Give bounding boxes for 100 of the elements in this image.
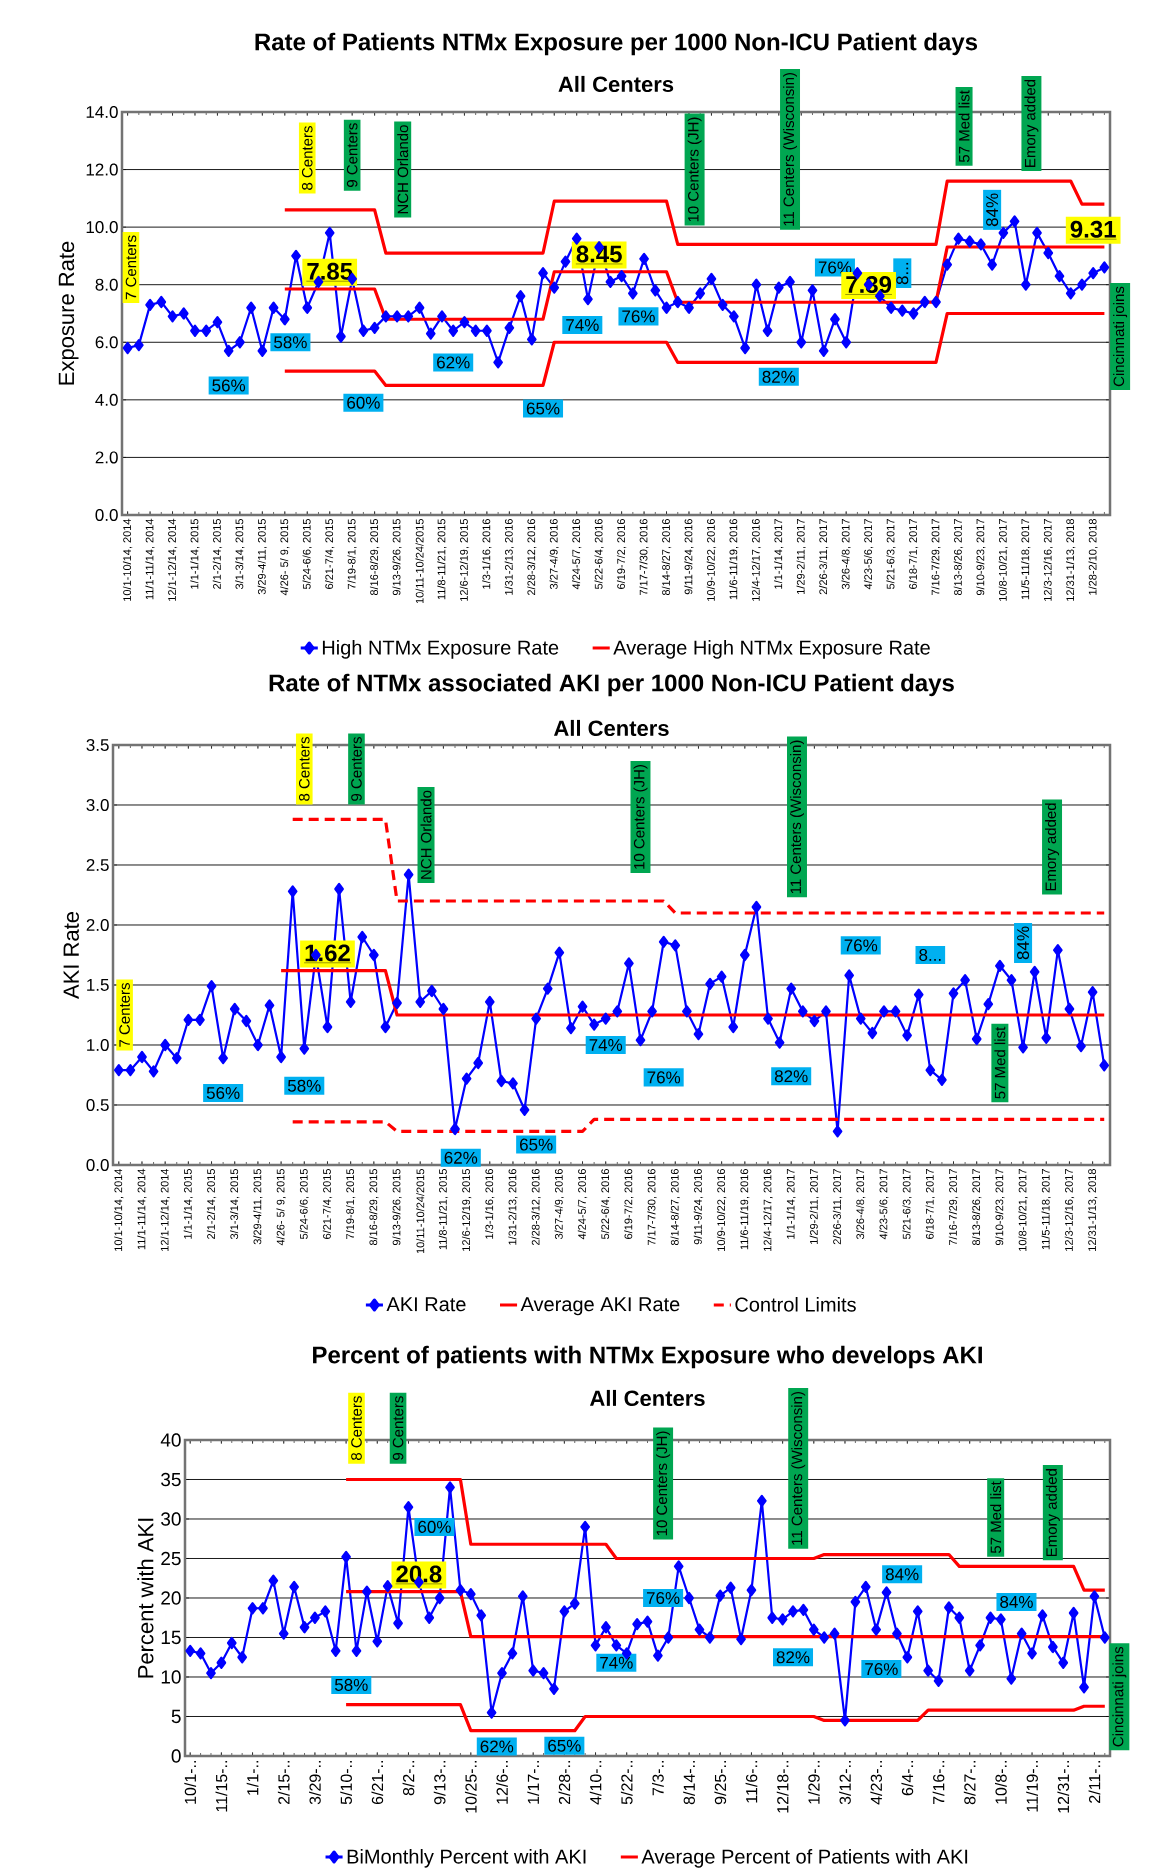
annotation: 65% xyxy=(548,1739,581,1752)
y-tick-label: 0.0 xyxy=(86,1158,109,1172)
annotation: 76% xyxy=(844,939,878,952)
annotation: 84% xyxy=(1000,1595,1033,1608)
y-tick-label: 1.0 xyxy=(87,1038,109,1052)
x-tick-label: 8/14-.. xyxy=(683,1761,695,1805)
y-tick-label: 2.0 xyxy=(95,451,118,464)
x-tick-label: 1/1-1/14, 2015 xyxy=(190,519,200,589)
annotation: 57 Med list xyxy=(994,1026,1006,1099)
x-tick-label: 6/19-7/2, 2016 xyxy=(624,1169,634,1239)
annotation: Emory added xyxy=(1024,79,1039,167)
chart-title: Rate of Patients NTMx Exposure per 1000 Non-ICU Patient days xyxy=(255,32,978,56)
x-tick-label: 8/14-8/27, 2016 xyxy=(661,519,672,596)
x-tick-label: 9/25-.. xyxy=(714,1761,727,1805)
x-tick-label: 12/31-1/13, 2018 xyxy=(1066,519,1076,601)
x-tick-label: 1/3-1/16, 2016 xyxy=(485,1169,495,1239)
annotation: 57 Med list xyxy=(958,90,970,163)
annotation: 56% xyxy=(206,1086,240,1100)
x-tick-label: 11/6-11/19, 2016 xyxy=(729,519,739,600)
x-tick-label: 1/31-2/13, 2016 xyxy=(504,519,515,595)
legend-label: High NTMx Exposure Rate xyxy=(322,639,559,659)
x-tick-label: 9/10-9/23, 2017 xyxy=(995,1169,1005,1246)
x-tick-label: 6/21-.. xyxy=(371,1761,384,1805)
annotation: 62% xyxy=(444,1151,478,1164)
annotation: 65% xyxy=(520,1138,553,1151)
annotation: 76% xyxy=(622,310,655,323)
x-tick-label: 6/18-7/1, 2017 xyxy=(925,1169,936,1239)
y-tick-label: 1.5 xyxy=(87,979,109,991)
x-tick-label: 11/15-.. xyxy=(215,1761,228,1812)
x-tick-label: 4/26- 5/ 9, 2015 xyxy=(276,1169,286,1246)
x-tick-label: 12/3-12/16, 2017 xyxy=(1064,1169,1075,1251)
x-tick-label: 1/28-2/10, 2018 xyxy=(1088,519,1098,595)
x-tick-label: 10/1-10/14, 2014 xyxy=(122,518,133,601)
x-tick-label: 12/18-.. xyxy=(776,1761,789,1813)
x-tick-label: 11/8-11/21, 2015 xyxy=(437,519,447,600)
x-tick-label: 10/8-10/21, 2017 xyxy=(1018,1169,1028,1251)
x-tick-label: 6/21-7/4, 2015 xyxy=(322,1169,333,1239)
annotation: 11 Centers (Wisconsin) xyxy=(790,740,804,894)
x-tick-label: 9/13-9/26, 2015 xyxy=(392,1169,402,1246)
x-tick-label: 10/8-10/21, 2017 xyxy=(998,519,1009,601)
x-tick-label: 8/13-8/26, 2017 xyxy=(953,519,964,596)
x-tick-label: 12/4-12/17, 2016 xyxy=(751,519,762,601)
annotation: 10 Centers (JH) xyxy=(633,765,648,869)
x-tick-label: 6/21-7/4, 2015 xyxy=(325,519,335,589)
x-tick-label: 5/21-6/3, 2017 xyxy=(902,1169,912,1240)
x-tick-label: 1/3-1/16, 2016 xyxy=(482,519,492,589)
x-tick-label: 1/29-.. xyxy=(807,1761,820,1804)
chart-title: Rate of NTMx associated AKI per 1000 Non-ICU Patient days xyxy=(269,673,954,697)
x-tick-label: 8/2-.. xyxy=(402,1760,415,1796)
x-tick-label: 5/24-6/6, 2015 xyxy=(299,1169,309,1240)
y-tick-label: 40 xyxy=(160,1433,181,1447)
annotation: 57 Med list xyxy=(990,1481,1002,1554)
x-tick-label: 10/25-.. xyxy=(464,1761,477,1813)
y-tick-label: 14.0 xyxy=(86,105,118,118)
annotation: 82% xyxy=(776,1651,810,1664)
legend-label: BiMonthly Percent with AKI xyxy=(347,1849,586,1868)
x-tick-label: 4/26- 5/ 9, 2015 xyxy=(280,519,290,596)
x-tick-label: 2/15-.. xyxy=(277,1761,290,1805)
x-tick-label: 3/26-4/8, 2017 xyxy=(856,1169,866,1240)
x-tick-label: 9/13-9/26, 2015 xyxy=(392,519,402,596)
x-tick-label: 2/28-3/12, 2016 xyxy=(531,1169,541,1246)
x-tick-label: 8/16-8/29, 2015 xyxy=(369,1169,379,1246)
x-tick-label: 9/10-9/23, 2017 xyxy=(976,519,986,596)
annotation: 76% xyxy=(646,1591,680,1605)
x-tick-label: 5/22-.. xyxy=(620,1761,633,1805)
x-tick-label: 10/11-10/24/2015 xyxy=(415,519,424,604)
text: Cincinnati joins xyxy=(1113,286,1128,387)
x-tick-label: 8/27-.. xyxy=(963,1761,976,1805)
x-tick-label: 2/28-3/12, 2016 xyxy=(527,519,537,596)
x-tick-label: 2/26-3/11, 2017 xyxy=(819,519,829,595)
annotation: 11 Centers (Wisconsin) xyxy=(783,72,798,226)
annotation: 74% xyxy=(566,319,599,331)
chart-subtitle: All Centers xyxy=(558,75,674,93)
annotation: 7 Centers xyxy=(119,983,130,1047)
legend-label: Average AKI Rate xyxy=(520,1297,680,1316)
chart-subtitle: All Centers xyxy=(553,719,669,737)
x-tick-label: 5/21-6/3, 2017 xyxy=(886,519,896,590)
y-axis-title: AKI Rate xyxy=(63,911,79,999)
x-tick-label: 5/22-6/4, 2016 xyxy=(594,519,604,590)
annotation: 7 Centers xyxy=(125,235,137,300)
x-tick-label: 1/1-1/14, 2017 xyxy=(774,519,784,589)
x-tick-label: 10/9-10/22, 2016 xyxy=(706,519,717,601)
x-tick-label: 9/11-9/24, 2016 xyxy=(693,1169,704,1245)
annotation: 8... xyxy=(896,262,909,285)
y-tick-label: 12.0 xyxy=(86,163,118,176)
annotation: 8 Centers xyxy=(301,126,313,190)
annotation: 9 Centers xyxy=(346,123,358,187)
annotation: 9 Centers xyxy=(392,1396,404,1460)
annotation: Emory added xyxy=(1045,803,1060,891)
annotation: 62% xyxy=(480,1740,514,1753)
annotation: 11 Centers (Wisconsin) xyxy=(791,1392,806,1545)
x-tick-label: 1/29-2/11, 2017 xyxy=(796,519,806,594)
x-tick-label: 11/6-11/19, 2016 xyxy=(740,1169,750,1250)
x-tick-label: 3/26-4/8, 2017 xyxy=(841,519,851,590)
annotation: 84% xyxy=(1017,926,1030,960)
annotation: 74% xyxy=(589,1039,623,1051)
y-tick-label: 10.0 xyxy=(86,221,118,234)
y-tick-label: 0.5 xyxy=(86,1098,109,1112)
x-tick-label: 2/1-2/14, 2015 xyxy=(206,1169,217,1239)
x-tick-label: 12/6-12/19, 2015 xyxy=(461,1169,472,1251)
